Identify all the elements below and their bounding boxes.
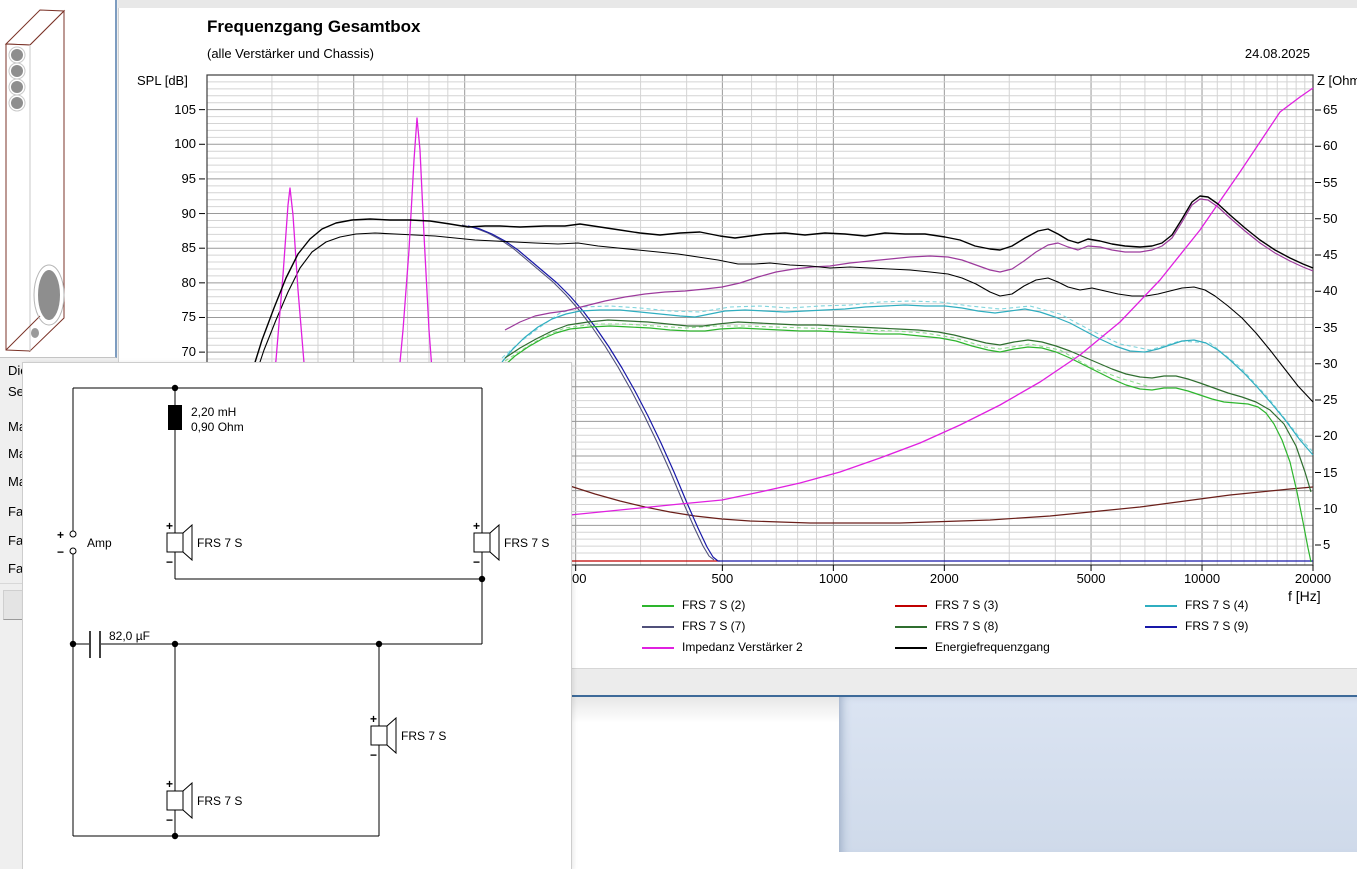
speaker-plus-sign: + (166, 777, 173, 791)
sidebar-label-3: Ma (8, 446, 27, 461)
port-icon (31, 328, 39, 338)
bottom-blue-panel (839, 697, 1357, 852)
speaker-plus-sign: + (473, 519, 480, 533)
speaker-symbol-1[interactable]: + − FRS 7 S (166, 519, 242, 569)
speaker-minus-sign: − (370, 748, 377, 762)
window-divider-line (118, 695, 1357, 697)
speaker-box-3d-drawing (4, 9, 66, 353)
speaker-label: FRS 7 S (401, 729, 446, 743)
speaker-plus-sign: + (370, 712, 377, 726)
small-driver-icons (8, 46, 26, 112)
amp-minus-sign: − (57, 545, 64, 559)
sidebar-separator (0, 583, 24, 584)
chart-title: Frequenzgang Gesamtbox (207, 17, 421, 36)
crossover-circuit-window[interactable]: + − Amp 2,20 mH 0,90 Ohm 82,0 µF + − (22, 362, 572, 869)
y-axis-left-label: SPL [dB] (137, 73, 188, 88)
inductor-resistance: 0,90 Ohm (191, 420, 244, 434)
crossover-schematic: + − Amp 2,20 mH 0,90 Ohm 82,0 µF + − (57, 384, 549, 840)
speaker-symbol-3[interactable]: + − FRS 7 S (370, 712, 446, 762)
chart-date: 24.08.2025 (1244, 46, 1310, 61)
speaker-label: FRS 7 S (504, 536, 549, 550)
capacitor-value: 82,0 µF (109, 629, 150, 643)
speaker-minus-sign: − (166, 813, 173, 827)
speaker-label: FRS 7 S (197, 536, 242, 550)
junction-dots (69, 384, 486, 840)
amp-label: Amp (87, 536, 112, 550)
inductor-value: 2,20 mH (191, 405, 236, 419)
inductor-component[interactable]: 2,20 mH 0,90 Ohm (168, 405, 244, 434)
x-axis-label: f [Hz] (1288, 588, 1321, 604)
speaker-label: FRS 7 S (197, 794, 242, 808)
speaker-symbol-4[interactable]: + − FRS 7 S (166, 777, 242, 827)
large-driver-icon (33, 264, 65, 326)
capacitor-component[interactable]: 82,0 µF (89, 629, 150, 658)
speaker-minus-sign: − (473, 555, 480, 569)
amp-terminals[interactable]: + − (57, 528, 77, 559)
y-axis-right-label: Z [Ohm] (1317, 73, 1357, 88)
sidebar-label-2: Ma (8, 419, 27, 434)
chart-subtitle: (alle Verstärker und Chassis) (207, 46, 374, 61)
speaker-symbol-2[interactable]: + − FRS 7 S (473, 519, 549, 569)
box-3d-view-panel[interactable] (0, 0, 117, 358)
speaker-minus-sign: − (166, 555, 173, 569)
amp-plus-sign: + (57, 528, 64, 542)
sidebar-label-4: Ma (8, 474, 27, 489)
speaker-plus-sign: + (166, 519, 173, 533)
